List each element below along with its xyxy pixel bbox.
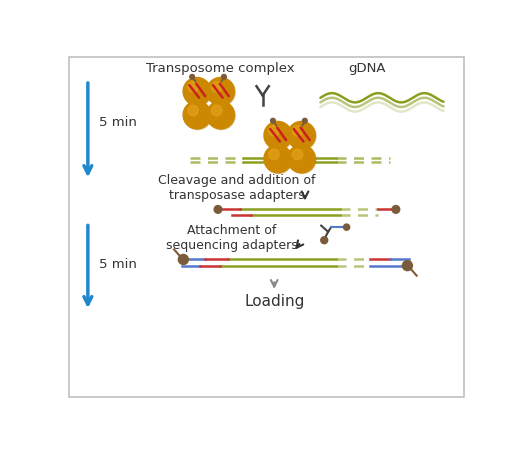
Circle shape [183, 101, 211, 129]
Circle shape [402, 260, 412, 271]
Circle shape [188, 82, 198, 92]
Circle shape [206, 78, 235, 105]
Circle shape [207, 102, 235, 130]
Circle shape [269, 126, 279, 136]
Text: 5 min: 5 min [99, 258, 137, 271]
Circle shape [288, 146, 316, 173]
Circle shape [288, 145, 315, 173]
Text: Attachment of
sequencing adapters: Attachment of sequencing adapters [166, 224, 298, 252]
Circle shape [269, 149, 279, 160]
Circle shape [288, 121, 315, 149]
Circle shape [190, 75, 194, 79]
Text: 5 min: 5 min [99, 116, 137, 129]
Text: gDNA: gDNA [348, 62, 385, 75]
Circle shape [303, 119, 307, 123]
Circle shape [264, 121, 292, 149]
Circle shape [288, 122, 316, 150]
Text: Loading: Loading [244, 294, 304, 308]
Circle shape [292, 149, 303, 160]
Circle shape [264, 145, 292, 173]
Circle shape [212, 105, 222, 116]
Circle shape [292, 126, 303, 136]
Circle shape [178, 255, 188, 264]
Circle shape [344, 224, 349, 230]
Circle shape [184, 102, 212, 130]
Text: Transposome complex: Transposome complex [146, 62, 295, 75]
Circle shape [188, 105, 198, 116]
Circle shape [222, 75, 226, 79]
Circle shape [214, 206, 222, 213]
Circle shape [270, 119, 275, 123]
Circle shape [265, 146, 292, 173]
Circle shape [183, 78, 211, 105]
Circle shape [212, 82, 222, 92]
Text: Cleavage and addition of
transposase adapters: Cleavage and addition of transposase ada… [159, 174, 316, 202]
Circle shape [184, 78, 212, 106]
Circle shape [265, 122, 292, 150]
Circle shape [207, 78, 235, 106]
Circle shape [321, 237, 328, 244]
Circle shape [392, 206, 400, 213]
Circle shape [206, 101, 235, 129]
